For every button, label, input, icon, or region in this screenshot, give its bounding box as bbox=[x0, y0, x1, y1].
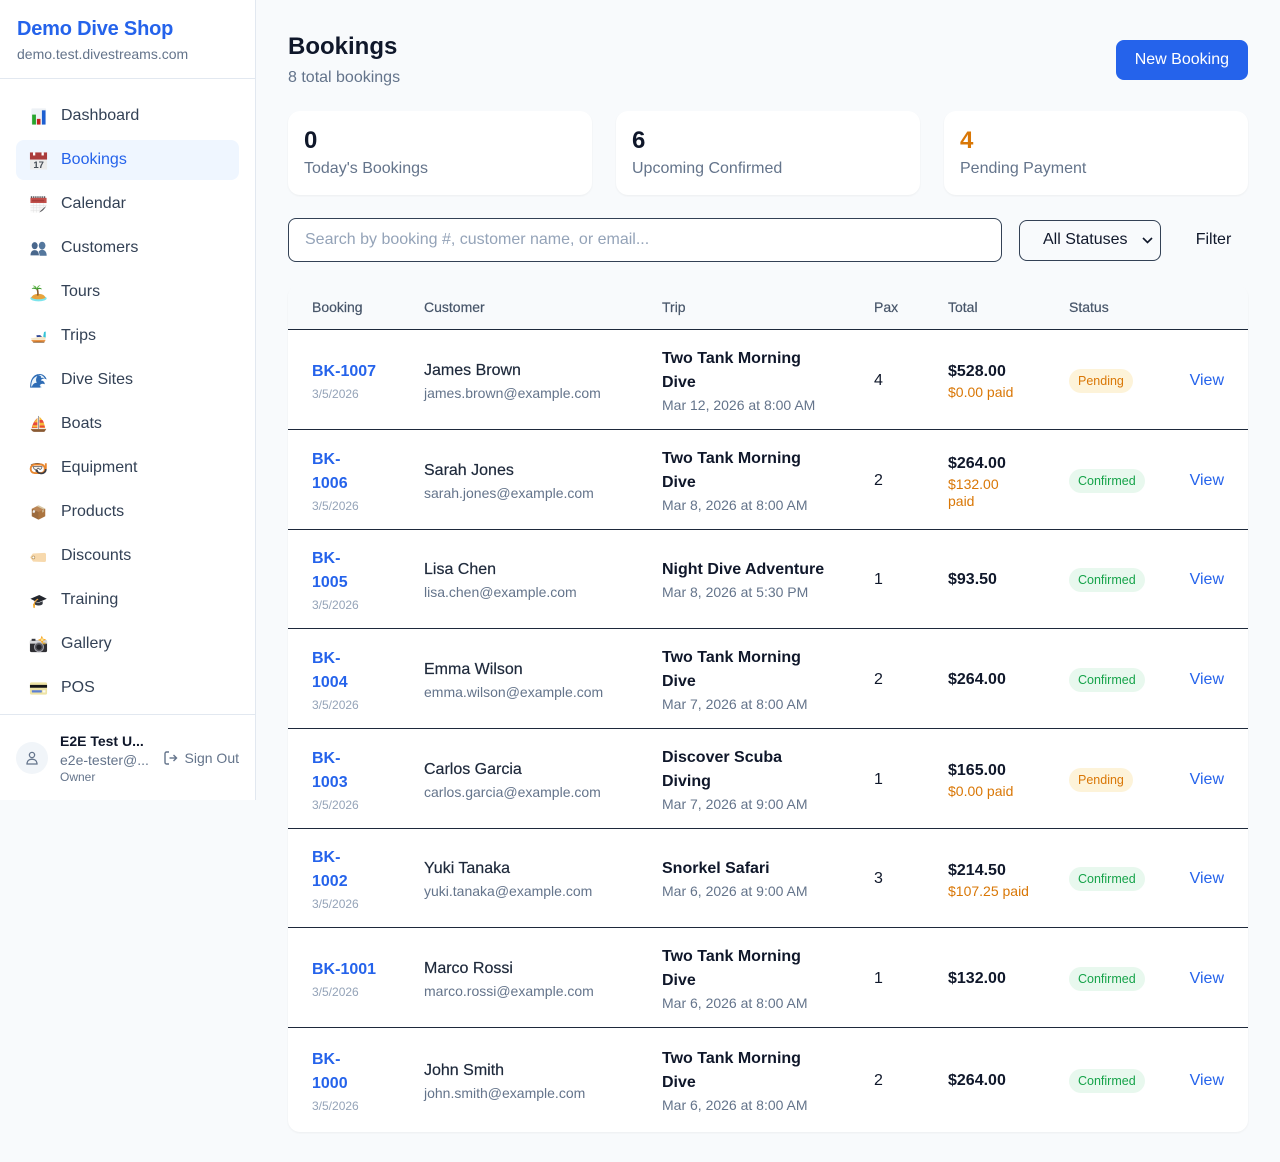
svg-text:17: 17 bbox=[33, 159, 44, 169]
